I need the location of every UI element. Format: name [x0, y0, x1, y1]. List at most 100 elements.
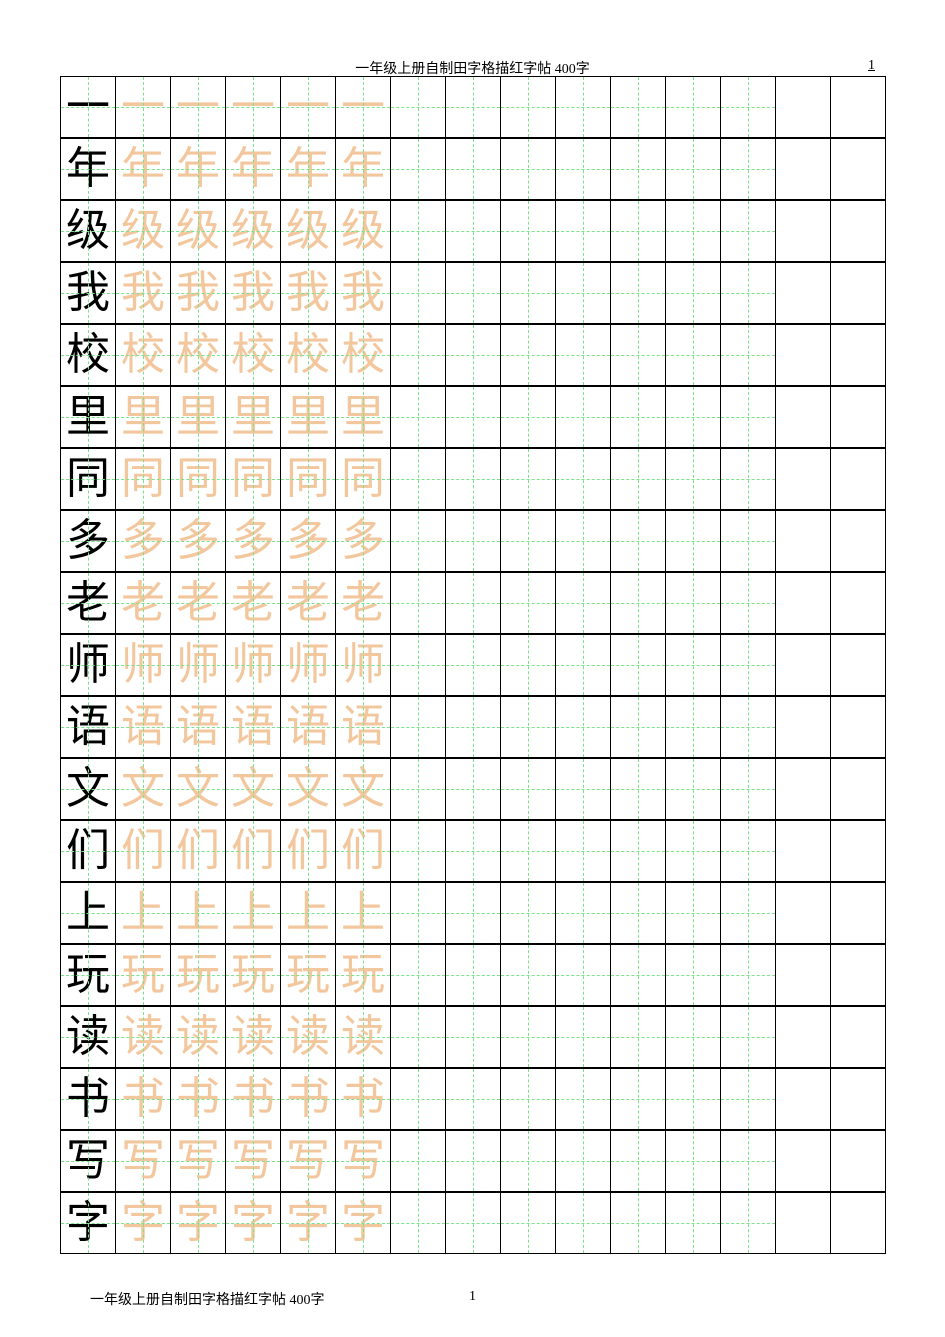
tian-cell [555, 386, 611, 448]
trace-character: 上 [341, 891, 385, 935]
tian-cell [665, 448, 721, 510]
tian-cell [720, 324, 776, 386]
tian-cell [445, 76, 501, 138]
tian-cell [610, 758, 666, 820]
tian-cell: 字 [115, 1192, 171, 1254]
tian-cell: 校 [335, 324, 391, 386]
tian-cell: 读 [225, 1006, 281, 1068]
tian-cell [390, 758, 446, 820]
tian-cell [610, 696, 666, 758]
tian-cell [665, 758, 721, 820]
tian-cell [445, 820, 501, 882]
trace-character: 语 [176, 705, 220, 749]
trace-character: 上 [176, 891, 220, 935]
tian-cell [665, 882, 721, 944]
tian-cell: 同 [115, 448, 171, 510]
tian-cell [555, 634, 611, 696]
tian-cell: 里 [115, 386, 171, 448]
grid-row: 读读读读读读 [60, 1006, 885, 1068]
tian-cell [390, 1068, 446, 1130]
trace-character: 书 [176, 1077, 220, 1121]
tian-cell: 字 [225, 1192, 281, 1254]
tian-cell: 年 [60, 138, 116, 200]
tian-cell: 老 [225, 572, 281, 634]
blank-cell [775, 1006, 831, 1068]
model-character: 同 [66, 457, 110, 501]
trace-character: 老 [341, 581, 385, 625]
tian-cell [500, 820, 556, 882]
trace-character: 写 [286, 1139, 330, 1183]
trace-character: 级 [231, 209, 275, 253]
tian-cell: 读 [115, 1006, 171, 1068]
model-character: 级 [66, 209, 110, 253]
tian-cell: 玩 [60, 944, 116, 1006]
tian-cell: 里 [335, 386, 391, 448]
trace-character: 语 [286, 705, 330, 749]
tian-cell: 书 [280, 1068, 336, 1130]
tian-cell [445, 572, 501, 634]
trace-character: 写 [121, 1139, 165, 1183]
tian-cell [445, 882, 501, 944]
tian-cell [500, 76, 556, 138]
tian-cell: 上 [280, 882, 336, 944]
tian-cell [555, 882, 611, 944]
tian-cell: 多 [170, 510, 226, 572]
tian-cell [500, 324, 556, 386]
tian-cell [445, 758, 501, 820]
tian-cell [555, 1068, 611, 1130]
tian-cell [555, 1130, 611, 1192]
tian-cell: 一 [60, 76, 116, 138]
grid-row: 字字字字字字 [60, 1192, 885, 1254]
trace-character: 校 [341, 333, 385, 377]
trace-character: 同 [286, 457, 330, 501]
footer-title: 一年级上册自制田字格描红字帖 400字 [90, 1289, 325, 1309]
tian-cell [610, 1068, 666, 1130]
trace-character: 级 [176, 209, 220, 253]
trace-character: 读 [121, 1015, 165, 1059]
tian-cell [610, 572, 666, 634]
tian-cell: 读 [280, 1006, 336, 1068]
tian-cell: 级 [335, 200, 391, 262]
trace-character: 级 [286, 209, 330, 253]
tian-cell [720, 820, 776, 882]
tian-cell: 们 [335, 820, 391, 882]
trace-character: 写 [231, 1139, 275, 1183]
tian-cell [720, 386, 776, 448]
blank-cell [830, 262, 886, 324]
tian-cell [665, 1130, 721, 1192]
model-character: 里 [66, 395, 110, 439]
grid-row: 老老老老老老 [60, 572, 885, 634]
trace-character: 我 [176, 271, 220, 315]
trace-character: 读 [286, 1015, 330, 1059]
tian-cell: 师 [115, 634, 171, 696]
trace-character: 上 [231, 891, 275, 935]
tian-cell: 上 [225, 882, 281, 944]
tian-cell [445, 1006, 501, 1068]
blank-cell [775, 324, 831, 386]
tian-cell: 老 [60, 572, 116, 634]
tian-cell: 里 [60, 386, 116, 448]
blank-cell [775, 76, 831, 138]
tian-cell: 语 [115, 696, 171, 758]
tian-cell: 多 [115, 510, 171, 572]
grid-row: 上上上上上上 [60, 882, 885, 944]
blank-cell [830, 634, 886, 696]
blank-cell [830, 572, 886, 634]
tian-cell: 级 [115, 200, 171, 262]
grid-row: 们们们们们们 [60, 820, 885, 882]
tian-cell: 书 [335, 1068, 391, 1130]
tian-cell [555, 1192, 611, 1254]
trace-character: 们 [286, 829, 330, 873]
tian-cell [500, 1068, 556, 1130]
blank-cell [830, 696, 886, 758]
blank-cell [775, 386, 831, 448]
tian-cell [500, 1006, 556, 1068]
trace-character: 年 [341, 147, 385, 191]
tian-cell [555, 758, 611, 820]
tian-cell [445, 1192, 501, 1254]
tian-cell: 师 [335, 634, 391, 696]
trace-character: 玩 [341, 953, 385, 997]
tian-cell: 字 [60, 1192, 116, 1254]
model-character: 我 [66, 271, 110, 315]
tian-grid: 一一一一一一年年年年年年级级级级级级我我我我我我校校校校校校里里里里里里同同同同… [60, 76, 885, 1254]
